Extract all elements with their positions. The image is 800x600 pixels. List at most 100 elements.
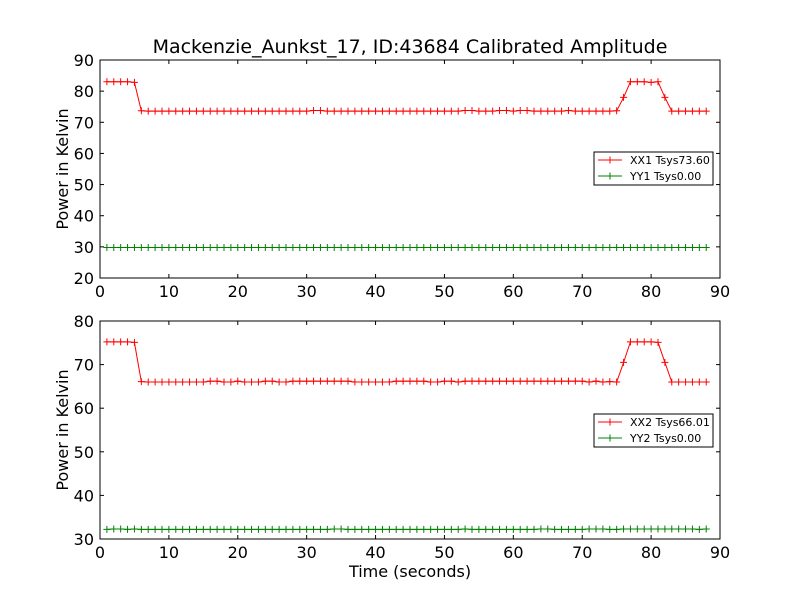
bottom-data-point — [103, 338, 111, 346]
bottom-data-point — [392, 525, 400, 533]
bottom-data-point — [544, 377, 552, 385]
bottom-data-point — [117, 338, 125, 346]
top-data-point — [358, 243, 366, 251]
bottom-data-point — [537, 525, 545, 533]
bottom-data-point — [378, 525, 386, 533]
top-data-point — [427, 243, 435, 251]
top-data-point — [144, 243, 152, 251]
bottom-data-point — [620, 525, 628, 533]
bottom-data-point — [592, 525, 600, 533]
top-data-point — [544, 107, 552, 115]
top-data-point — [151, 243, 159, 251]
bottom-data-point — [372, 525, 380, 533]
bottom-y-axis-title: Power in Kelvin — [53, 369, 72, 490]
bottom-data-point — [544, 525, 552, 533]
bottom-data-point — [303, 377, 311, 385]
bottom-data-point — [351, 378, 359, 386]
bottom-data-point — [523, 525, 531, 533]
bottom-data-point — [475, 377, 483, 385]
bottom-data-point — [613, 378, 621, 386]
bottom-data-point — [447, 377, 455, 385]
bottom-data-point — [192, 525, 200, 533]
top-data-point — [688, 243, 696, 251]
bottom-data-point — [585, 525, 593, 533]
top-data-point — [117, 78, 125, 86]
bottom-data-point — [399, 525, 407, 533]
bottom-data-point — [620, 358, 628, 366]
top-data-point — [571, 243, 579, 251]
bottom-data-point — [268, 525, 276, 533]
bottom-data-point — [385, 378, 393, 386]
bottom-data-point — [489, 525, 497, 533]
top-data-point — [310, 106, 318, 114]
top-data-point — [358, 107, 366, 115]
top-data-point — [241, 107, 249, 115]
top-data-point — [489, 243, 497, 251]
bottom-data-point — [110, 338, 118, 346]
bottom-data-point — [496, 525, 504, 533]
top-data-point — [385, 107, 393, 115]
bottom-data-point — [668, 378, 676, 386]
top-data-point — [682, 243, 690, 251]
bottom-data-point — [206, 525, 214, 533]
bottom-data-point — [254, 525, 262, 533]
bottom-data-point — [633, 338, 641, 346]
top-data-point — [172, 243, 180, 251]
bottom-x-tick-label: 90 — [710, 543, 730, 562]
bottom-data-point — [289, 377, 297, 385]
top-data-point — [434, 243, 442, 251]
top-data-point — [316, 243, 324, 251]
top-data-point — [592, 243, 600, 251]
top-x-tick-label: 90 — [710, 282, 730, 301]
bottom-data-point — [165, 525, 173, 533]
bottom-data-point — [151, 525, 159, 533]
bottom-data-point — [613, 525, 621, 533]
bottom-data-point — [199, 378, 207, 386]
top-data-point — [378, 243, 386, 251]
top-data-point — [606, 107, 614, 115]
bottom-data-point — [695, 525, 703, 533]
top-data-point — [523, 106, 531, 114]
bottom-data-point — [241, 525, 249, 533]
top-x-tick-label: 40 — [365, 282, 385, 301]
bottom-data-point — [558, 377, 566, 385]
bottom-data-point — [220, 525, 228, 533]
top-data-point — [399, 243, 407, 251]
bottom-data-point — [234, 525, 242, 533]
top-data-point — [468, 243, 476, 251]
top-data-point — [702, 243, 710, 251]
top-data-point — [372, 243, 380, 251]
bottom-data-point — [261, 377, 269, 385]
top-y-tick-label: 40 — [74, 207, 94, 226]
bottom-data-point — [578, 377, 586, 385]
top-legend-marker — [606, 156, 614, 164]
top-data-point — [378, 107, 386, 115]
bottom-data-point — [344, 377, 352, 385]
bottom-legend-marker — [606, 434, 614, 442]
top-data-point — [613, 243, 621, 251]
top-data-point — [668, 243, 676, 251]
bottom-data-point — [172, 378, 180, 386]
top-data-point — [206, 243, 214, 251]
top-data-point — [172, 107, 180, 115]
top-y-axis-title: Power in Kelvin — [53, 108, 72, 229]
top-data-point — [496, 106, 504, 114]
top-data-point — [323, 107, 331, 115]
top-data-point — [227, 243, 235, 251]
top-data-point — [192, 107, 200, 115]
bottom-data-point — [220, 378, 228, 386]
top-data-point — [434, 107, 442, 115]
top-data-point — [220, 107, 228, 115]
bottom-data-point — [316, 377, 324, 385]
top-y-tick-label: 50 — [74, 176, 94, 195]
bottom-x-tick-label: 80 — [641, 543, 661, 562]
bottom-data-point — [179, 378, 187, 386]
bottom-data-point — [158, 378, 166, 386]
top-data-point — [620, 93, 628, 101]
bottom-data-point — [158, 525, 166, 533]
bottom-data-point — [192, 378, 200, 386]
top-data-point — [268, 107, 276, 115]
top-data-point — [454, 107, 462, 115]
bottom-data-point — [413, 525, 421, 533]
top-data-point — [571, 107, 579, 115]
